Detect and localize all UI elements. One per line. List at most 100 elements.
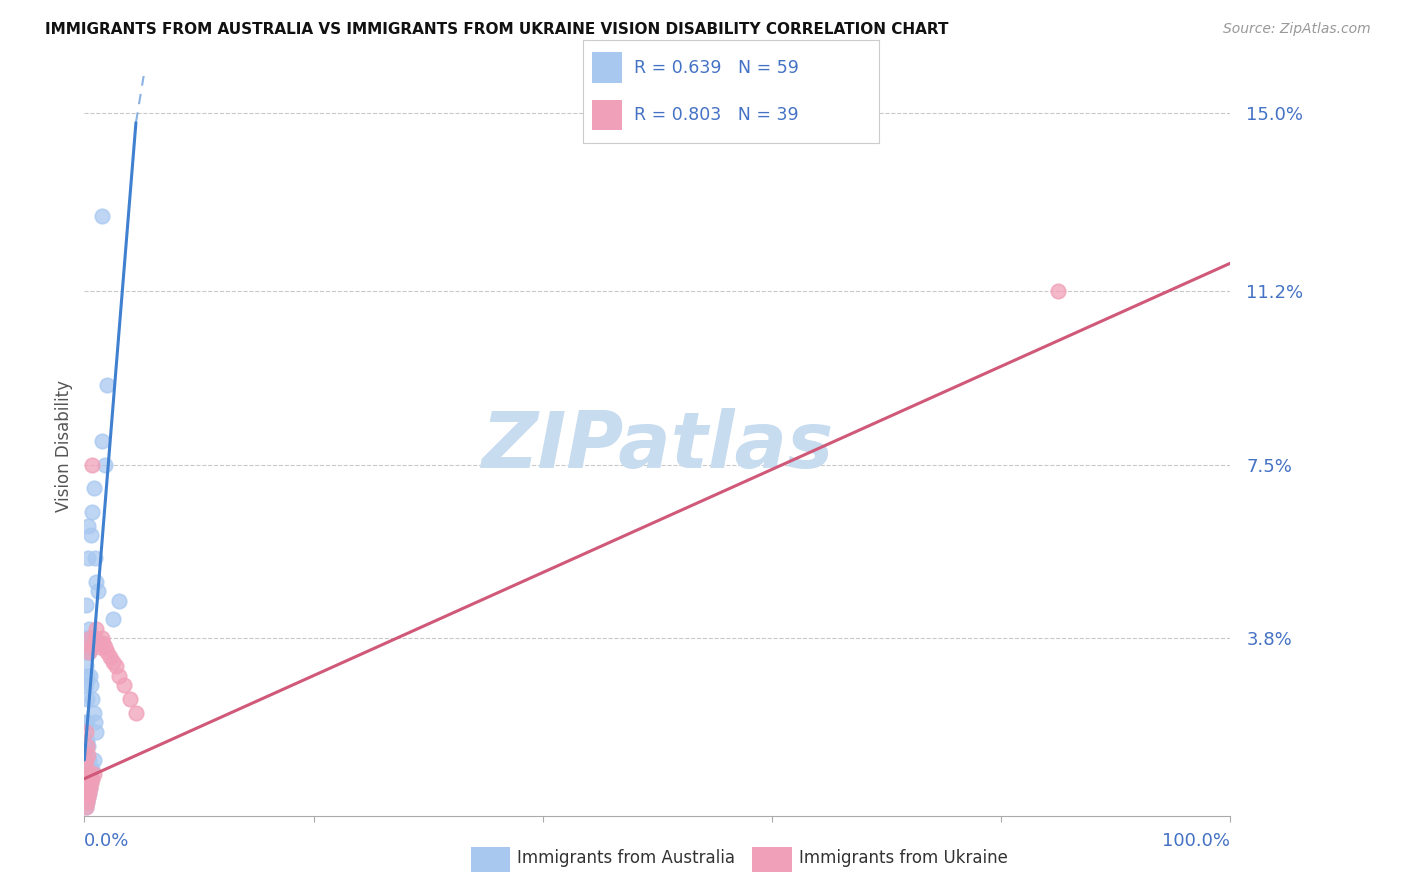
Text: Immigrants from Australia: Immigrants from Australia xyxy=(517,849,735,867)
Point xyxy=(75,724,97,739)
Point xyxy=(79,780,101,795)
Point xyxy=(80,528,103,542)
Point xyxy=(76,762,98,776)
Y-axis label: Vision Disability: Vision Disability xyxy=(55,380,73,512)
Point xyxy=(75,772,97,786)
Point xyxy=(83,715,105,730)
Point xyxy=(80,772,103,786)
Point xyxy=(77,753,100,767)
Text: ZIPatlas: ZIPatlas xyxy=(481,408,834,484)
Point xyxy=(75,599,97,613)
Point xyxy=(82,692,104,706)
Point xyxy=(1047,285,1070,299)
Point xyxy=(79,762,101,776)
Point xyxy=(76,790,98,805)
Point xyxy=(75,762,97,776)
Point xyxy=(82,762,104,776)
Point xyxy=(76,780,98,795)
Point xyxy=(75,776,97,790)
Point xyxy=(76,668,98,682)
Point xyxy=(77,645,100,659)
Point xyxy=(76,739,98,753)
Point xyxy=(76,734,98,748)
Point xyxy=(75,715,97,730)
Point xyxy=(101,612,124,626)
Point xyxy=(94,640,117,655)
Point xyxy=(96,645,118,659)
Point xyxy=(114,678,136,692)
Point xyxy=(77,645,100,659)
Point xyxy=(87,584,110,599)
Point xyxy=(90,631,112,645)
Point xyxy=(94,458,117,472)
Point xyxy=(79,780,101,795)
Point xyxy=(84,622,107,636)
Point xyxy=(90,434,112,449)
Point xyxy=(83,753,105,767)
Point xyxy=(91,636,114,650)
Text: 100.0%: 100.0% xyxy=(1163,832,1230,850)
Point xyxy=(83,631,105,645)
Point xyxy=(77,772,100,786)
Point xyxy=(125,706,148,720)
Text: IMMIGRANTS FROM AUSTRALIA VS IMMIGRANTS FROM UKRAINE VISION DISABILITY CORRELATI: IMMIGRANTS FROM AUSTRALIA VS IMMIGRANTS … xyxy=(45,22,949,37)
Point xyxy=(120,692,142,706)
Point xyxy=(96,378,118,392)
Point xyxy=(76,786,98,800)
Point xyxy=(107,668,129,682)
Point xyxy=(76,715,98,730)
Point xyxy=(75,786,97,800)
Point xyxy=(76,551,98,566)
Point xyxy=(82,772,104,786)
Point xyxy=(82,505,104,519)
Point xyxy=(79,631,101,645)
Point xyxy=(80,640,103,655)
Point xyxy=(75,631,97,645)
Bar xyxy=(592,53,621,83)
Point xyxy=(90,210,112,224)
Point xyxy=(76,776,98,790)
Point xyxy=(82,458,104,472)
Point xyxy=(75,753,97,767)
Point xyxy=(107,593,129,607)
Point xyxy=(84,574,107,589)
Point xyxy=(76,739,98,753)
Point xyxy=(87,636,110,650)
Point xyxy=(76,790,98,805)
Point xyxy=(75,799,97,814)
Point xyxy=(76,645,98,659)
Point xyxy=(76,795,98,809)
Point xyxy=(80,678,103,692)
Point xyxy=(75,790,97,805)
Point xyxy=(76,795,98,809)
Text: R = 0.803   N = 39: R = 0.803 N = 39 xyxy=(634,106,799,124)
Point xyxy=(98,649,121,664)
Point xyxy=(101,655,124,669)
Point xyxy=(83,636,105,650)
Point xyxy=(75,799,97,814)
Point xyxy=(77,786,100,800)
Bar xyxy=(592,100,621,130)
Point xyxy=(75,659,97,673)
Text: 0.0%: 0.0% xyxy=(84,832,129,850)
Point xyxy=(83,481,105,495)
Point xyxy=(75,739,97,753)
Point xyxy=(76,762,98,776)
Point xyxy=(76,772,98,786)
Point xyxy=(76,748,98,763)
Point xyxy=(76,762,98,776)
Point xyxy=(75,786,97,800)
Point xyxy=(83,706,105,720)
Point xyxy=(75,780,97,795)
Point xyxy=(84,724,107,739)
Text: Source: ZipAtlas.com: Source: ZipAtlas.com xyxy=(1223,22,1371,37)
Point xyxy=(79,631,101,645)
Point xyxy=(75,772,97,786)
Text: Immigrants from Ukraine: Immigrants from Ukraine xyxy=(799,849,1008,867)
Point xyxy=(89,640,111,655)
Text: R = 0.639   N = 59: R = 0.639 N = 59 xyxy=(634,59,799,77)
Point xyxy=(77,767,100,781)
Point xyxy=(76,692,98,706)
Point xyxy=(79,668,101,682)
Point xyxy=(77,622,100,636)
